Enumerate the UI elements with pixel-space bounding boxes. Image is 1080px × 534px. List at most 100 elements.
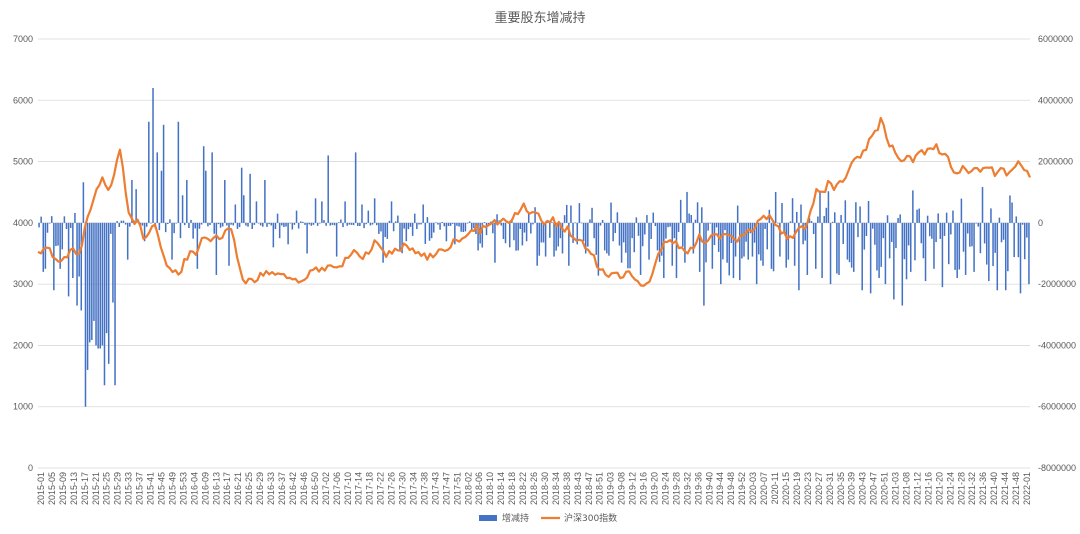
bar	[576, 222, 579, 245]
bar	[213, 222, 215, 234]
bar	[1002, 222, 1005, 240]
bar	[236, 222, 239, 229]
bar	[321, 201, 323, 223]
bar	[867, 200, 870, 223]
x-tick-label: 2019-28	[671, 472, 681, 505]
bar	[363, 222, 365, 229]
bar	[762, 222, 764, 266]
x-tick-label: 2016-46	[299, 472, 309, 505]
x-tick-label: 2017-26	[387, 472, 397, 505]
bar	[779, 222, 781, 257]
x-tick-label: 2017-02	[321, 472, 331, 505]
bar	[627, 222, 629, 269]
bar	[188, 222, 190, 228]
bar	[882, 222, 885, 239]
x-tick-label: 2020-43	[858, 472, 868, 505]
bar	[834, 212, 836, 223]
x-tick-label: 2020-39	[847, 472, 857, 505]
bar	[726, 222, 728, 263]
bar	[439, 222, 441, 230]
bar	[80, 222, 83, 311]
bar	[555, 222, 557, 251]
x-tick-label: 2018-06	[474, 472, 484, 505]
bar	[639, 222, 642, 275]
x-tick-label: 2018-18	[507, 472, 517, 505]
x-tick-label: 2019-08	[617, 472, 627, 505]
bar	[215, 222, 218, 275]
bar	[489, 221, 492, 223]
x-tick-label: 2018-10	[485, 472, 495, 505]
bar	[924, 222, 927, 282]
bar	[97, 222, 99, 349]
x-tick-label: 2018-26	[529, 472, 539, 505]
bar	[941, 222, 944, 288]
bar	[582, 222, 585, 242]
bar	[865, 222, 868, 237]
bar	[595, 222, 598, 255]
bar	[597, 222, 600, 276]
bar	[945, 212, 948, 223]
bar	[739, 222, 741, 281]
bar	[460, 222, 462, 232]
bar	[107, 222, 110, 364]
bar	[386, 222, 389, 239]
bar	[331, 222, 334, 225]
bar	[194, 222, 196, 229]
bar	[323, 220, 325, 223]
bar	[831, 221, 834, 223]
bar	[72, 222, 74, 279]
bar	[629, 222, 631, 269]
bar	[200, 222, 203, 225]
x-tick-label: 2021-16	[923, 472, 933, 505]
bar	[112, 222, 114, 303]
bar	[413, 213, 416, 223]
bar	[91, 222, 93, 340]
bar	[492, 222, 494, 234]
bar	[821, 222, 823, 279]
left-tick-label: 1000	[13, 402, 33, 412]
bar	[441, 221, 443, 223]
bar	[365, 222, 367, 225]
bar	[120, 220, 123, 223]
bar	[300, 221, 302, 223]
bar	[741, 222, 743, 259]
bar	[783, 222, 785, 234]
bar	[901, 222, 904, 306]
bar	[181, 195, 184, 223]
bar	[863, 222, 866, 250]
x-tick-label: 2020-35	[836, 472, 846, 505]
bar	[477, 222, 479, 251]
bar	[378, 222, 380, 234]
bar	[836, 222, 838, 274]
bar	[426, 217, 429, 223]
bar	[1000, 222, 1003, 243]
bar	[418, 222, 420, 225]
bar	[394, 221, 397, 223]
bar	[508, 222, 511, 248]
left-tick-label: 2000	[13, 340, 33, 350]
bar	[276, 213, 279, 223]
x-tick-label: 2019-36	[693, 472, 703, 505]
bar	[367, 210, 370, 223]
bar	[542, 222, 545, 243]
bar	[329, 222, 332, 226]
bar	[240, 167, 243, 223]
bar	[812, 222, 815, 235]
bar	[340, 219, 342, 223]
bar	[428, 222, 431, 241]
bar	[164, 222, 167, 233]
x-tick-label: 2015-05	[47, 472, 57, 505]
x-tick-label: 2015-33	[124, 472, 134, 505]
bar	[346, 222, 348, 226]
bar	[373, 198, 376, 223]
bar	[42, 222, 45, 272]
left-tick-label: 4000	[13, 218, 33, 228]
bar	[251, 222, 253, 229]
bar	[819, 190, 821, 223]
bar	[84, 222, 87, 407]
x-tick-label: 2020-47	[869, 472, 879, 505]
bar	[857, 222, 859, 238]
bar	[357, 222, 359, 226]
bar	[272, 222, 275, 248]
bar	[289, 222, 291, 224]
